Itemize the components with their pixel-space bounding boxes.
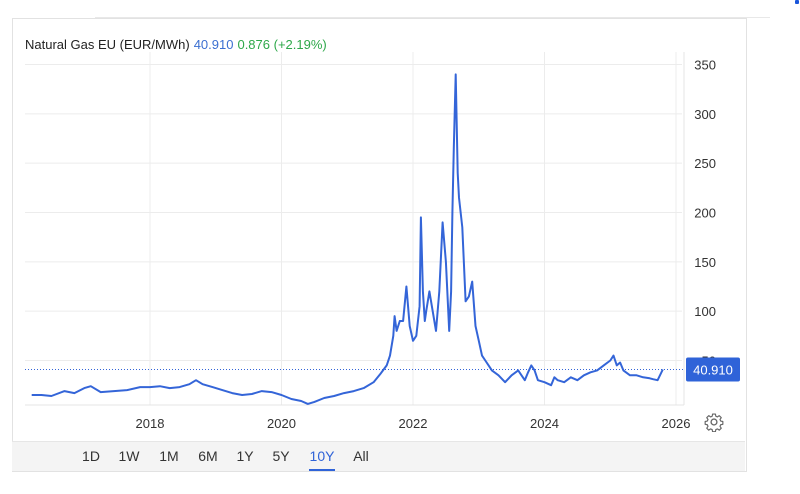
timeframe-1w[interactable]: 1W [118,448,140,464]
instrument-title: Natural Gas EU (EUR/MWh) [25,37,190,52]
y-tick-label: 100 [694,304,716,319]
x-tick-label: 2026 [662,416,691,431]
y-tick-label: 200 [694,205,716,220]
chart-header: Natural Gas EU (EUR/MWh) 40.910 0.876 (+2.… [25,37,331,52]
last-value-badge [686,357,740,382]
timeframe-1m[interactable]: 1M [159,448,179,464]
x-tick-label: 2018 [136,416,165,431]
current-price: 40.910 [193,37,234,52]
x-tick-label: 2022 [399,416,428,431]
timeframe-1d[interactable]: 1D [82,448,100,464]
y-tick-label: 350 [694,57,716,72]
timeframe-bar [12,441,745,471]
x-tick-label: 2024 [530,416,559,431]
top-divider [95,17,770,18]
timeframe-10y[interactable]: 10Y [309,443,335,471]
timeframe-all[interactable]: All [353,448,369,464]
timeframe-1y[interactable]: 1Y [236,448,254,464]
timeframe-5y[interactable]: 5Y [272,448,290,464]
corner-mark [795,0,799,4]
timeframe-6m[interactable]: 6M [198,448,218,464]
price-change: 0.876 (+2.19%) [237,37,327,52]
x-tick-label: 2020 [267,416,296,431]
last-value-label: 40.910 [693,362,733,377]
series-line [31,73,664,405]
y-tick-label: 150 [694,255,716,270]
y-tick-label: 250 [694,156,716,171]
y-tick-label: 300 [694,107,716,122]
chart-panel [12,18,747,472]
gear-icon[interactable] [704,412,724,432]
